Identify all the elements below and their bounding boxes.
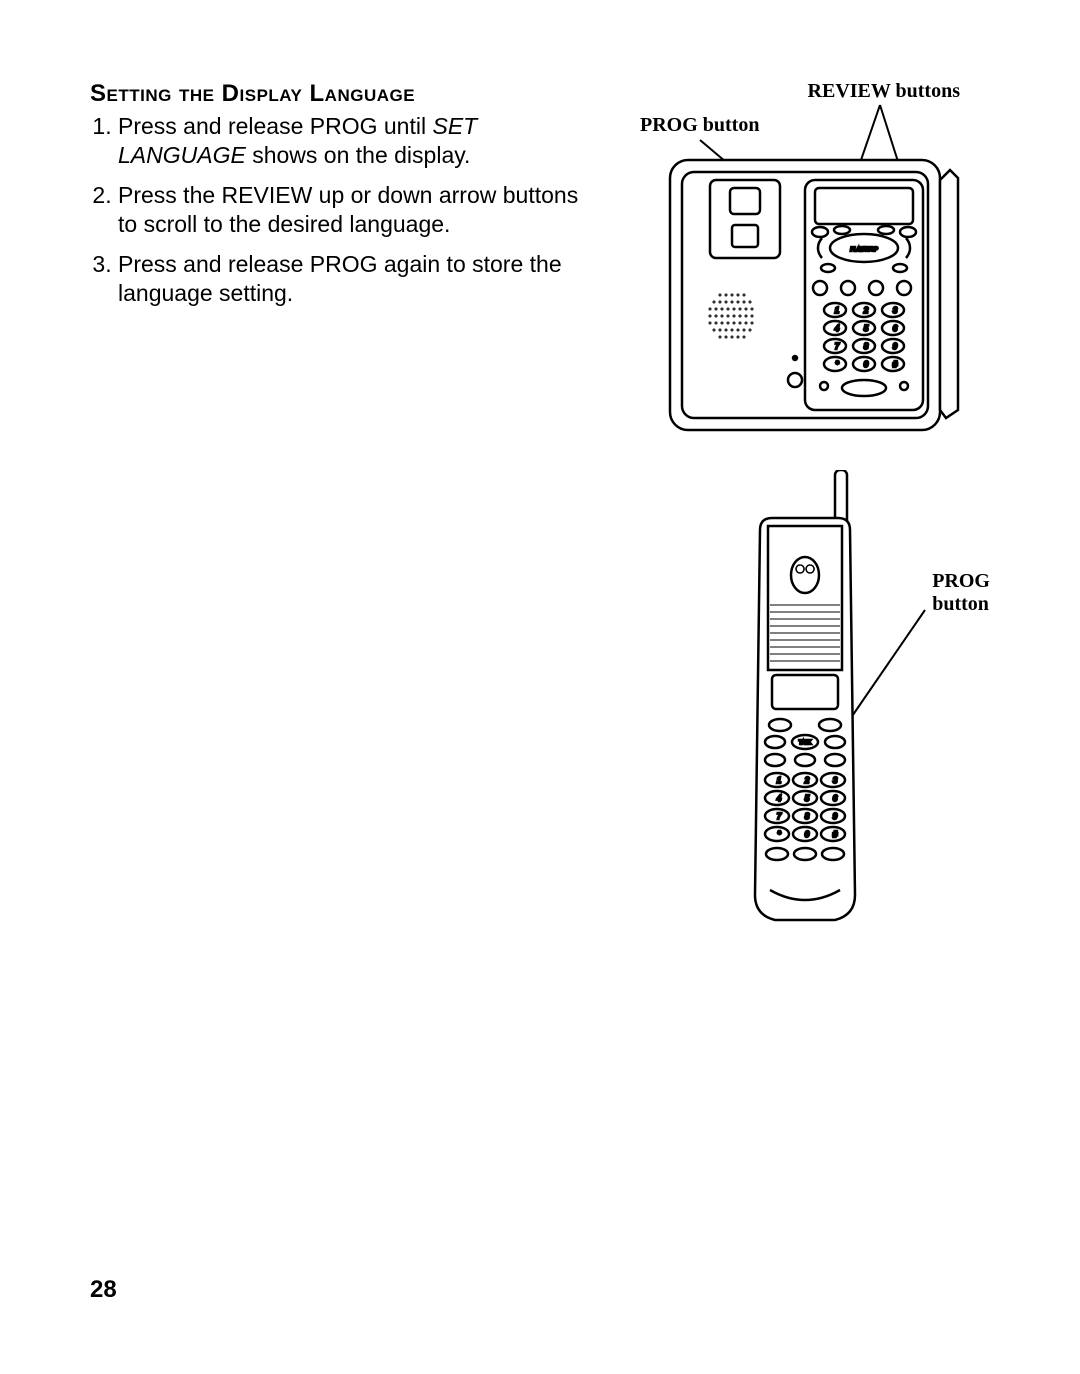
svg-text:2: 2	[804, 776, 810, 785]
prog-button-label-base: PROG button	[640, 114, 759, 137]
svg-text:5: 5	[864, 324, 869, 333]
step-2: Press the REVIEW up or down arrow button…	[118, 181, 580, 240]
prog-label-handset-1: PROG	[932, 570, 990, 592]
step-3: Press and release PROG again to store th…	[118, 250, 580, 309]
svg-text:#: #	[893, 360, 898, 369]
handset-svg: TALK 1 2 3 4 5 6 7 8	[610, 470, 990, 940]
step-1-post: shows on the display.	[246, 142, 471, 168]
svg-text:4: 4	[835, 324, 840, 333]
svg-text:6: 6	[893, 324, 898, 333]
section-heading: Setting the Display Language	[90, 80, 580, 108]
step-1: Press and release PROG until SET LANGUAG…	[118, 112, 580, 171]
content-row: Setting the Display Language Press and r…	[90, 80, 990, 940]
svg-text:0: 0	[805, 830, 810, 839]
step-3-pre: Press and release PROG again to store th…	[118, 251, 562, 306]
handset-figure: PROG button	[610, 470, 990, 940]
svg-text:2: 2	[863, 306, 869, 315]
svg-text:3: 3	[833, 776, 838, 785]
svg-text:8: 8	[864, 342, 869, 351]
svg-text:7: 7	[835, 342, 840, 351]
svg-text:9: 9	[833, 812, 838, 821]
svg-text:1: 1	[777, 776, 781, 785]
svg-text:#: #	[833, 830, 838, 839]
svg-text:0: 0	[864, 360, 869, 369]
step-1-pre: Press and release PROG until	[118, 113, 432, 139]
svg-text:TALK: TALK	[799, 740, 812, 746]
steps-list: Press and release PROG until SET LANGUAG…	[90, 112, 580, 309]
step-2-pre: Press the REVIEW up or down arrow button…	[118, 182, 578, 237]
svg-text:6: 6	[833, 794, 838, 803]
text-column: Setting the Display Language Press and r…	[90, 80, 610, 319]
base-station-svg: PLAY/STOP	[610, 80, 990, 460]
svg-text:8: 8	[805, 812, 810, 821]
figure-column: REVIEW buttons PROG button	[610, 80, 990, 940]
prog-label-handset-2: button	[932, 593, 989, 615]
svg-text:7: 7	[777, 812, 782, 821]
svg-text:5: 5	[805, 794, 810, 803]
base-station-figure: REVIEW buttons PROG button	[610, 80, 990, 460]
svg-text:3: 3	[893, 306, 898, 315]
review-buttons-label: REVIEW buttons	[808, 80, 960, 103]
manual-page: Setting the Display Language Press and r…	[0, 0, 1080, 1374]
svg-text:PLAY/STOP: PLAY/STOP	[850, 247, 878, 253]
page-number: 28	[90, 1276, 117, 1304]
svg-text:4: 4	[777, 794, 782, 803]
svg-text:1: 1	[835, 306, 839, 315]
svg-text:9: 9	[893, 342, 898, 351]
